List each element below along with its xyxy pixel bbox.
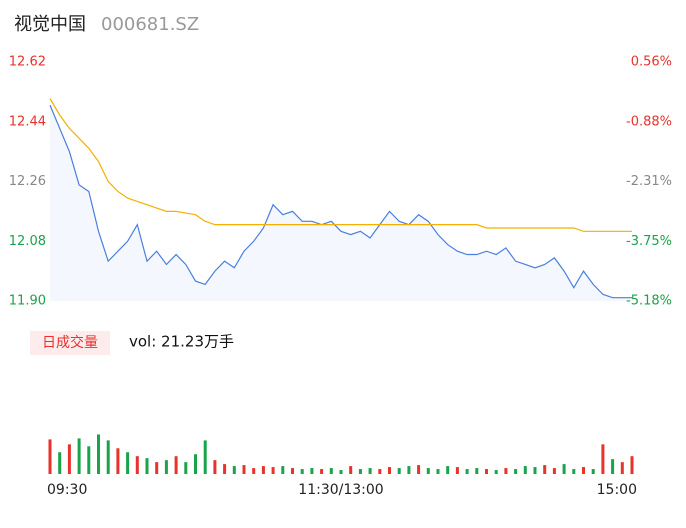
volume-bar bbox=[184, 462, 188, 474]
volume-bar bbox=[455, 467, 459, 474]
y2-tick-label: 0.56% bbox=[631, 55, 672, 70]
price-area bbox=[50, 105, 632, 302]
volume-bar bbox=[67, 444, 71, 474]
y-tick-label: 12.44 bbox=[9, 114, 46, 129]
volume-bar bbox=[135, 456, 139, 474]
volume-bar bbox=[77, 438, 81, 474]
volume-bar bbox=[552, 468, 556, 474]
volume-label: 日成交量 bbox=[42, 334, 98, 351]
volume-bar bbox=[358, 469, 362, 474]
volume-bar bbox=[397, 468, 401, 474]
volume-bar bbox=[436, 469, 440, 474]
volume-bar bbox=[504, 468, 508, 474]
y2-tick-label: -5.18% bbox=[626, 294, 672, 309]
volume-bar bbox=[523, 466, 527, 474]
volume-bar bbox=[407, 466, 411, 474]
volume-bar bbox=[426, 468, 430, 474]
volume-bar bbox=[223, 464, 227, 474]
volume-bar bbox=[533, 467, 537, 474]
volume-bar bbox=[611, 459, 615, 474]
volume-bar bbox=[261, 466, 265, 474]
volume-bar bbox=[630, 456, 634, 474]
volume-bar bbox=[242, 465, 246, 474]
volume-bar bbox=[203, 440, 207, 474]
volume-bar bbox=[582, 467, 585, 474]
volume-bar bbox=[252, 468, 256, 474]
y2-tick-label: -2.31% bbox=[626, 174, 672, 189]
volume-bar bbox=[145, 458, 149, 474]
volume-bar bbox=[106, 440, 110, 474]
volume-bar bbox=[620, 462, 624, 474]
volume-bar bbox=[155, 462, 159, 474]
average-line bbox=[49, 98, 632, 232]
volume-bar bbox=[281, 466, 285, 474]
volume-badge bbox=[30, 331, 110, 355]
stock-name: 视觉中国 bbox=[14, 14, 86, 35]
volume-bar bbox=[174, 456, 178, 474]
y2-tick-label: -3.75% bbox=[626, 234, 672, 249]
volume-bar bbox=[300, 469, 304, 474]
volume-bar bbox=[97, 434, 100, 474]
volume-bar bbox=[320, 469, 324, 474]
y-tick-label: 12.08 bbox=[9, 234, 46, 249]
volume-bar bbox=[116, 448, 120, 474]
y-tick-label: 12.26 bbox=[9, 174, 46, 189]
x-tick-label: 09:30 bbox=[47, 482, 87, 498]
volume-bar bbox=[213, 460, 217, 474]
volume-bar bbox=[232, 466, 236, 474]
y-tick-label: 12.62 bbox=[9, 55, 46, 70]
volume-bar bbox=[572, 469, 576, 474]
volume-bar bbox=[494, 470, 498, 474]
volume-bar bbox=[601, 444, 605, 474]
volume-bar bbox=[310, 468, 314, 474]
volume-bar bbox=[388, 467, 391, 474]
volume-bar bbox=[349, 466, 353, 474]
volume-bar bbox=[329, 468, 333, 474]
volume-bar bbox=[543, 465, 547, 474]
x-tick-label: 11:30/13:00 bbox=[298, 482, 383, 498]
x-tick-label: 15:00 bbox=[597, 482, 637, 498]
volume-bar bbox=[126, 452, 130, 474]
volume-bar bbox=[48, 439, 52, 474]
volume-bar bbox=[271, 467, 275, 474]
volume-bar bbox=[417, 465, 421, 474]
volume-bar bbox=[87, 446, 91, 474]
volume-bar bbox=[485, 469, 488, 474]
volume-text: vol: 21.23万手 bbox=[129, 333, 234, 351]
volume-bar bbox=[514, 469, 518, 474]
volume-bar bbox=[591, 469, 595, 474]
volume-bar bbox=[465, 469, 469, 474]
volume-bar bbox=[378, 469, 382, 474]
volume-bar bbox=[291, 468, 294, 474]
volume-bar bbox=[194, 454, 197, 474]
volume-bar bbox=[339, 470, 343, 474]
y-tick-label: 11.90 bbox=[9, 294, 46, 309]
volume-bar bbox=[58, 452, 62, 474]
volume-bar bbox=[562, 464, 566, 474]
volume-bar bbox=[164, 460, 168, 474]
volume-bar bbox=[446, 466, 450, 474]
price-line bbox=[49, 104, 632, 299]
stock-code: 000681.SZ bbox=[101, 14, 199, 35]
y2-tick-label: -0.88% bbox=[626, 114, 672, 129]
volume-bar bbox=[368, 468, 372, 474]
volume-bar bbox=[475, 468, 479, 474]
